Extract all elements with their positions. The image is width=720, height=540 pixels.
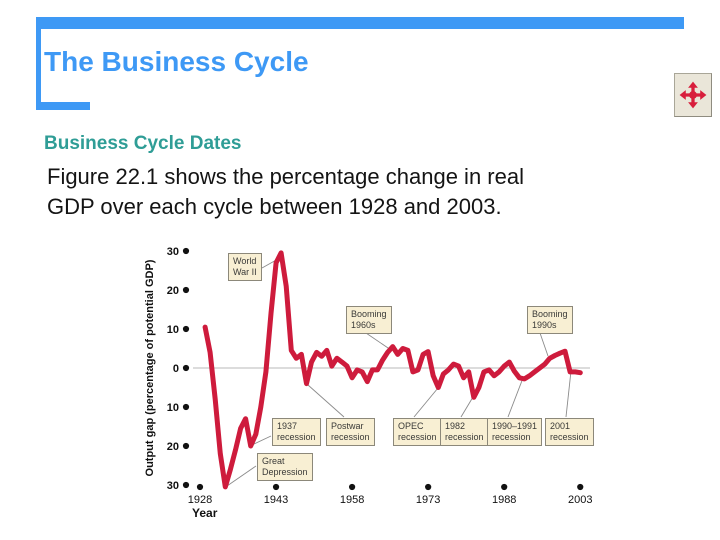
booming-1960s-label: Booming 1960s — [346, 306, 392, 334]
body-line-2: GDP over each cycle between 1928 and 200… — [47, 194, 502, 219]
booming-1990s-leader — [539, 332, 549, 357]
accent-left-bracket — [36, 17, 41, 110]
y-tick-label: 10 — [167, 324, 179, 336]
x-tick-label: 1958 — [340, 494, 364, 506]
y-tick-label: 0 — [173, 363, 179, 375]
recession-1982-leader — [460, 396, 474, 418]
recession-1990-1991-label: 1990–1991 recession — [487, 418, 543, 446]
y-tick-label: 20 — [167, 285, 179, 297]
title-underline — [37, 102, 90, 110]
page-title: The Business Cycle — [44, 46, 309, 77]
opec-recession-label: OPEC recession — [393, 418, 442, 446]
opec-recession-leader — [413, 387, 439, 418]
recession-1937-leader — [251, 435, 272, 446]
x-tick-label: 1988 — [492, 494, 516, 506]
x-tick-label: 1973 — [416, 494, 440, 506]
recession-1937-label: 1937 recession — [272, 418, 321, 446]
y-tick-dot — [182, 247, 190, 255]
recession-2001-leader — [565, 370, 572, 418]
move-button[interactable] — [674, 73, 712, 117]
x-tick-label: 2003 — [568, 494, 592, 506]
booming-1990s-label: Booming 1990s — [527, 306, 573, 334]
x-tick-dot — [196, 483, 204, 491]
x-tick-label: 1928 — [188, 494, 212, 506]
recession-2001-label: 2001 recession — [545, 418, 594, 446]
y-tick-dot — [182, 325, 190, 333]
postwar-recession-leader — [307, 384, 345, 418]
y-tick-dot — [182, 442, 190, 450]
y-tick-dot — [182, 481, 190, 489]
x-tick-dot — [577, 483, 584, 491]
y-tick-dot — [182, 403, 190, 411]
recession-1990-1991-leader — [507, 377, 524, 418]
postwar-recession-label: Postwar recession — [326, 418, 375, 446]
y-tick-label: 30 — [167, 246, 179, 258]
y-tick-label: 30 — [167, 480, 179, 492]
accent-top-bar — [36, 17, 684, 29]
x-tick-dot — [501, 483, 508, 491]
body-line-1: Figure 22.1 shows the percentage change … — [47, 164, 524, 189]
output-gap-line — [202, 250, 583, 490]
x-tick-label: 1943 — [264, 494, 288, 506]
body-text: Figure 22.1 shows the percentage change … — [47, 162, 524, 222]
great-depression-label: Great Depression — [257, 453, 313, 481]
section-heading: Business Cycle Dates — [44, 133, 242, 154]
move-icon — [679, 81, 707, 109]
x-axis-label: Year — [192, 506, 218, 520]
y-tick-dot — [182, 364, 190, 372]
y-tick-label: 20 — [167, 441, 179, 453]
y-tick-dot — [182, 286, 190, 294]
x-tick-dot — [425, 483, 432, 491]
booming-1960s-leader — [365, 332, 392, 351]
recession-1982-label: 1982 recession — [440, 418, 489, 446]
great-depression-leader — [226, 465, 257, 487]
y-axis-label: Output gap (percentage of potential GDP) — [144, 259, 156, 477]
world-war-ii-label: World War II — [228, 253, 262, 281]
x-tick-dot — [349, 483, 356, 491]
y-tick-label: 10 — [167, 402, 179, 414]
x-tick-dot — [272, 483, 280, 491]
